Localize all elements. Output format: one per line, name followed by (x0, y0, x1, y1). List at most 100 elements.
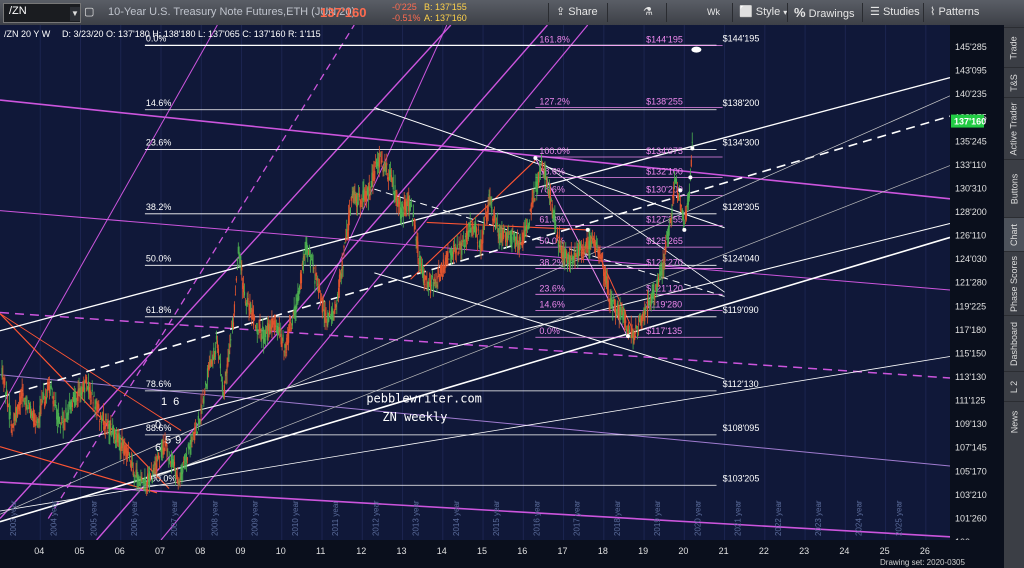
candle-body (474, 223, 476, 228)
candle-body (493, 213, 496, 221)
candle-body (153, 467, 155, 473)
candle-body (651, 293, 653, 304)
chart-symbol-header: /ZN 20 Y W (4, 29, 51, 39)
trend-line (0, 115, 951, 399)
share-button[interactable]: ⇪ Share (556, 0, 598, 25)
candle-body (336, 303, 338, 305)
candle-body (426, 280, 428, 288)
candle-body (430, 284, 433, 286)
candle-body (670, 219, 672, 224)
side-tab-phase-scores[interactable]: Phase Scores (1004, 251, 1024, 316)
side-tab-trade[interactable]: Trade (1004, 27, 1024, 68)
candle-body (547, 190, 550, 195)
side-tab-news[interactable]: News (1004, 401, 1024, 442)
y-tick-label: 113'130 (955, 372, 986, 382)
year-label: 2014 year (452, 500, 461, 536)
candle-body (451, 251, 454, 257)
side-tab-dashboard[interactable]: Dashboard (1004, 315, 1024, 372)
flask-icon[interactable]: ⚗ (643, 6, 653, 18)
side-tab-chart[interactable]: Chart (1004, 217, 1024, 252)
side-tab-label: L 2 (1009, 380, 1019, 394)
candle-body (279, 329, 281, 331)
candle-body (456, 244, 458, 250)
candle-body (431, 276, 433, 278)
candle-body (66, 413, 68, 419)
x-tick-label: 22 (759, 546, 769, 556)
candle-body (278, 327, 280, 333)
fib-price-left: $108'095 (723, 423, 760, 433)
candle-body (181, 472, 183, 475)
candle-body (263, 338, 266, 342)
candle-body (100, 412, 102, 420)
candle-body (109, 420, 111, 435)
candle-body (293, 307, 295, 318)
candle-body (194, 431, 196, 441)
candle-body (388, 170, 391, 180)
candle-body (572, 256, 574, 260)
candle-body (629, 336, 631, 338)
candle-body (680, 204, 682, 207)
candle-body (343, 245, 345, 248)
patterns-button[interactable]: ⌇ Patterns (930, 0, 979, 25)
symbol-selector[interactable]: /ZN ▼ (3, 3, 81, 23)
candle-body (240, 262, 242, 271)
trend-line (47, 25, 355, 519)
candle-body (128, 453, 131, 458)
candle-body (171, 455, 173, 467)
candle-body (327, 312, 329, 325)
candle-body (553, 210, 555, 221)
candle-body (101, 419, 104, 421)
wave-label: 6 (173, 396, 179, 408)
chevron-down-icon[interactable]: ▼ (70, 7, 80, 21)
candle-body (542, 176, 544, 178)
candle-body (485, 214, 488, 221)
fib-label-right: 78.6% (539, 185, 565, 195)
candle-body (530, 204, 532, 215)
candle-body (409, 202, 411, 211)
studies-button[interactable]: ☰ Studies (870, 0, 920, 25)
candle-body (617, 306, 619, 319)
style-button[interactable]: ⬜ Style ▾ (739, 0, 787, 25)
candle-body (335, 304, 337, 308)
side-tab-active-trader[interactable]: Active Trader (1004, 97, 1024, 160)
candle-body (666, 231, 669, 237)
candle-body (169, 457, 171, 460)
side-tab-t-s[interactable]: T&S (1004, 67, 1024, 98)
candle-body (420, 264, 423, 273)
candle-body (82, 388, 84, 392)
candle-body (130, 461, 132, 471)
info-icon[interactable]: ▢ (84, 6, 95, 18)
candle-body (660, 267, 662, 270)
candle-body (499, 233, 501, 239)
candle-body (127, 451, 129, 457)
candle-body (316, 277, 318, 281)
candle-body (481, 240, 483, 244)
interval-selector[interactable]: Wk (707, 7, 720, 17)
fib-price-right: $144'195 (646, 34, 683, 44)
year-label: 2019 year (653, 500, 662, 536)
candle-body (318, 286, 321, 292)
price-chart[interactable]: 0.0% $144'195 14.6% $138'200 23.6% $134'300 38… (0, 25, 1004, 568)
candle-body (454, 246, 456, 254)
candle-body (373, 170, 375, 181)
drawings-button[interactable]: % Drawings (794, 0, 854, 25)
candle-body (444, 261, 446, 269)
fib-price-right: $132'100 (646, 166, 683, 176)
candle-body (625, 328, 628, 332)
candle-body (358, 193, 360, 198)
candle-body (557, 240, 560, 248)
candle-body (86, 387, 89, 389)
candle-body (108, 424, 110, 434)
side-tab-l-2[interactable]: L 2 (1004, 371, 1024, 402)
candle-body (40, 404, 42, 415)
candle-body (91, 389, 93, 392)
fib-price-right: $130'200 (646, 185, 683, 195)
side-tab-buttons[interactable]: Buttons (1004, 159, 1024, 218)
candle-body (183, 460, 185, 463)
y-tick-label: 111'125 (955, 396, 985, 406)
instrument-title: 10-Year U.S. Treasury Note Futures,ETH (… (108, 6, 356, 18)
candle-body (556, 231, 559, 238)
candle-body (602, 262, 604, 268)
fib-label-left: 14.6% (146, 98, 172, 108)
y-tick-label: 124'030 (955, 254, 987, 264)
